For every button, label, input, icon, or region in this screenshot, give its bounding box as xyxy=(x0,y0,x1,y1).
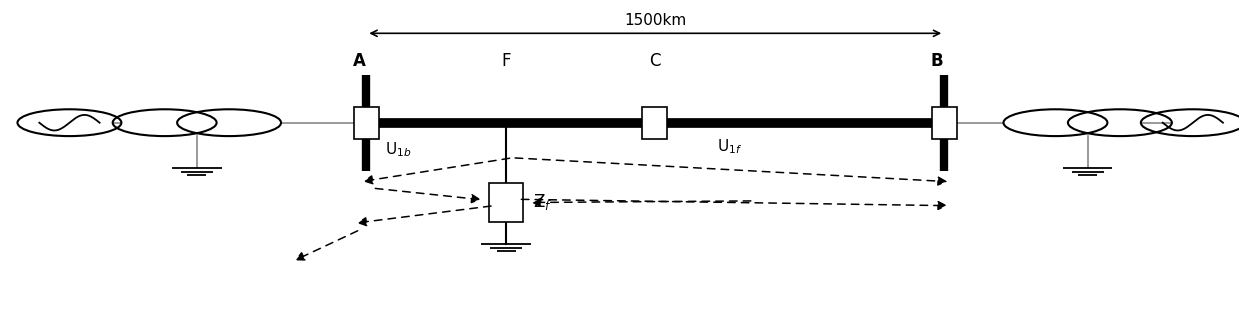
Bar xyxy=(489,183,523,222)
Text: Z$_f$: Z$_f$ xyxy=(533,193,553,213)
Bar xyxy=(642,107,667,139)
Bar xyxy=(353,107,378,139)
Text: C: C xyxy=(649,52,661,70)
Bar xyxy=(931,107,956,139)
Text: B: B xyxy=(930,52,944,70)
Text: U$_{1b}$: U$_{1b}$ xyxy=(384,140,412,159)
Text: 1500km: 1500km xyxy=(624,13,687,28)
Text: F: F xyxy=(501,52,511,70)
Text: U$_{1f}$: U$_{1f}$ xyxy=(717,137,742,156)
Text: A: A xyxy=(352,52,366,70)
